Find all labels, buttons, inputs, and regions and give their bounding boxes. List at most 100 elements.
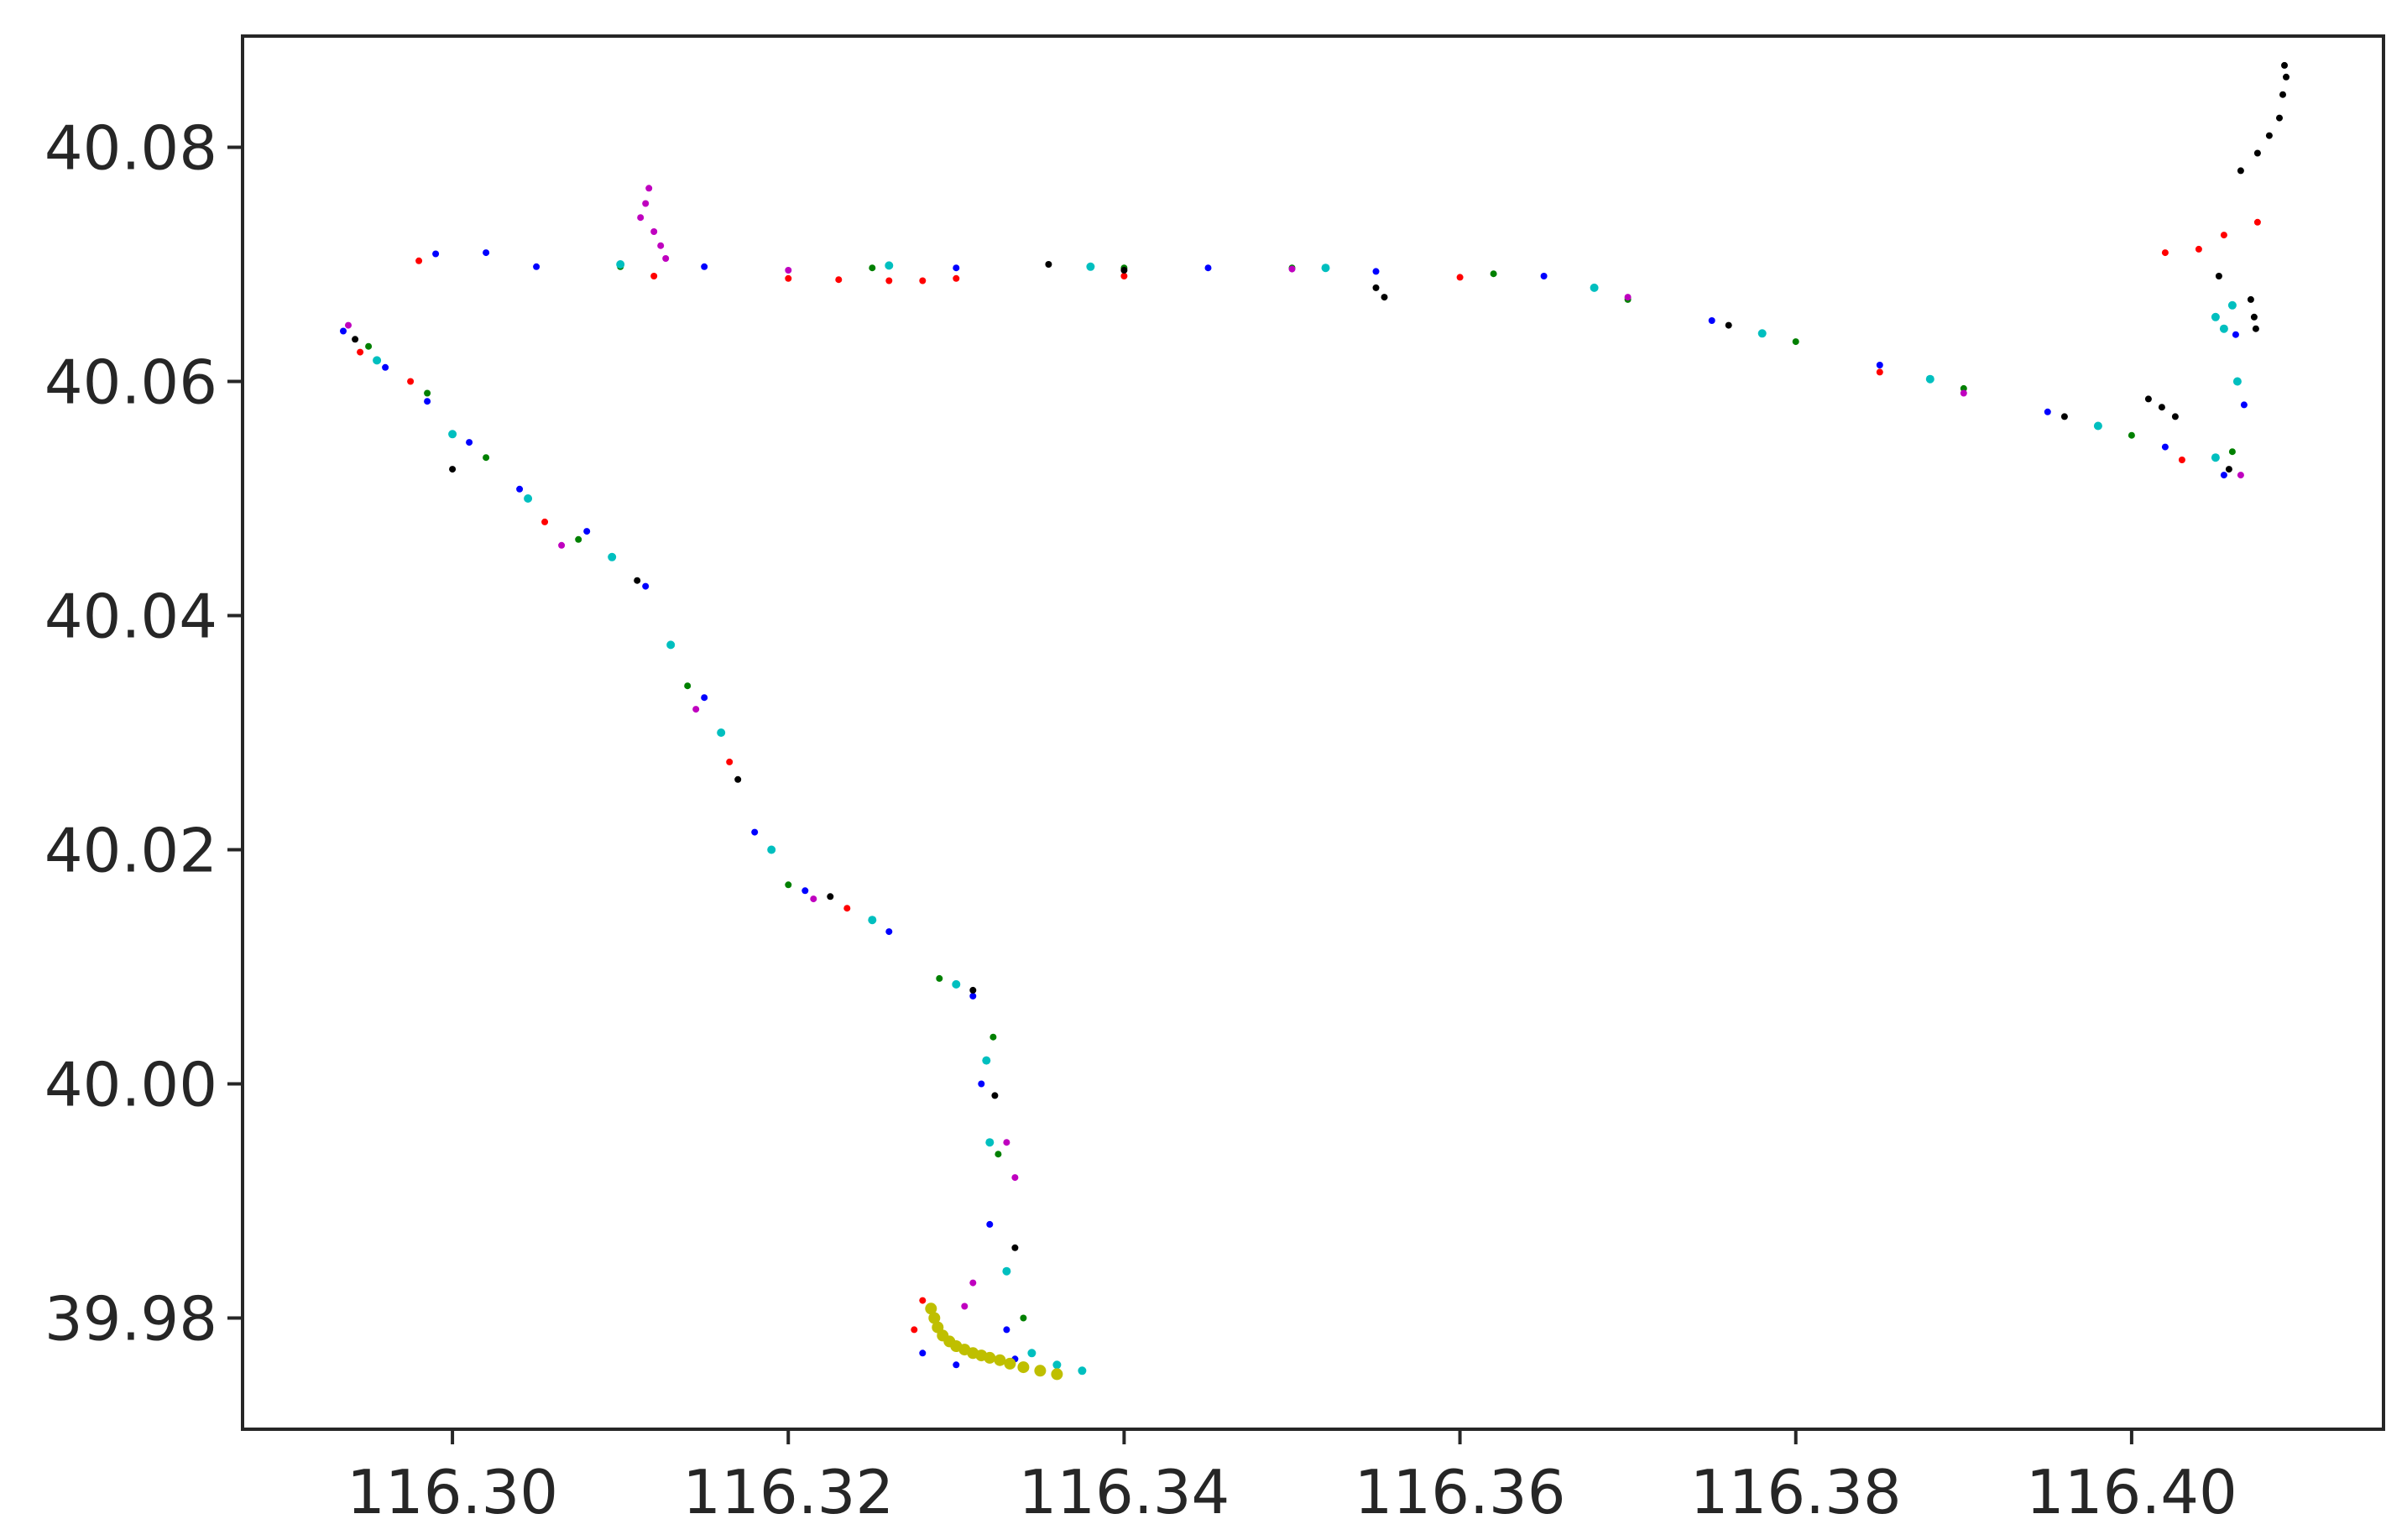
- data-point: [911, 1326, 918, 1334]
- data-point: [634, 577, 641, 584]
- data-point: [1372, 284, 1380, 291]
- data-point: [701, 263, 708, 270]
- data-point: [2252, 325, 2259, 332]
- data-point: [767, 845, 776, 854]
- data-point: [810, 895, 817, 903]
- data-point: [984, 1351, 996, 1364]
- data-point: [925, 1302, 937, 1315]
- data-point: [885, 277, 893, 285]
- data-point: [801, 887, 809, 895]
- y-tick-label: 40.02: [44, 815, 217, 885]
- data-point: [1624, 294, 1632, 301]
- series-6: [352, 61, 2290, 1251]
- data-point: [1002, 1266, 1011, 1276]
- data-point: [1011, 1244, 1019, 1251]
- data-point: [835, 276, 843, 284]
- data-point: [1960, 389, 1967, 397]
- y-tick-label: 39.98: [44, 1283, 217, 1354]
- data-point: [541, 518, 549, 525]
- data-point: [985, 1138, 995, 1147]
- data-point: [1051, 1368, 1063, 1381]
- data-point: [616, 260, 625, 269]
- data-point: [1725, 321, 1732, 329]
- data-point: [2128, 431, 2135, 439]
- data-point: [868, 916, 877, 925]
- points-layer: [340, 61, 2290, 1381]
- data-point: [978, 1080, 985, 1088]
- data-point: [2253, 218, 2261, 226]
- series-5: [925, 1302, 1063, 1381]
- data-point: [885, 928, 893, 936]
- data-point: [533, 263, 540, 270]
- data-point: [415, 257, 423, 264]
- data-point: [2227, 300, 2237, 310]
- data-point: [2237, 472, 2244, 479]
- x-tick-label: 116.38: [1690, 1457, 1902, 1527]
- data-point: [969, 986, 977, 994]
- data-point: [466, 439, 473, 446]
- data-point: [2247, 295, 2254, 303]
- data-point: [785, 274, 792, 282]
- data-point: [432, 250, 440, 258]
- data-point: [2232, 331, 2239, 338]
- data-point: [928, 1312, 941, 1324]
- data-point: [2265, 132, 2273, 139]
- data-point: [1590, 283, 1599, 292]
- data-point: [1792, 338, 1799, 346]
- data-point: [2171, 413, 2179, 420]
- data-point: [2253, 149, 2261, 157]
- series-0: [340, 249, 2248, 1369]
- data-point: [645, 185, 653, 192]
- data-point: [2283, 73, 2290, 81]
- y-axis: 39.98 40.00 40.02 40.04 40.06 40.08: [44, 113, 243, 1354]
- plot-frame: [241, 34, 2385, 1431]
- data-point: [424, 398, 431, 405]
- data-point: [692, 706, 700, 713]
- data-point: [2178, 457, 2185, 463]
- series-3: [373, 260, 2242, 1376]
- data-point: [2144, 395, 2152, 403]
- data-point: [982, 1056, 991, 1065]
- data-point: [524, 494, 533, 503]
- data-point: [637, 214, 645, 222]
- x-tick-label: 116.32: [682, 1457, 894, 1527]
- data-point: [483, 249, 490, 257]
- data-point: [953, 274, 960, 282]
- data-point: [642, 582, 650, 590]
- data-point: [2211, 453, 2220, 462]
- data-point: [2220, 472, 2227, 479]
- data-point: [575, 535, 582, 543]
- data-point: [1120, 267, 1128, 274]
- data-point: [936, 974, 943, 982]
- data-point: [2093, 421, 2102, 431]
- data-point: [1960, 384, 1967, 392]
- data-point: [2161, 249, 2169, 257]
- data-point: [1876, 362, 1883, 368]
- data-point: [448, 430, 457, 439]
- x-tick-label: 116.34: [1018, 1457, 1230, 1527]
- x-axis: 116.30 116.32 116.34 116.36 116.38 116.40: [347, 1429, 2237, 1527]
- data-point: [2279, 91, 2286, 98]
- data-point: [2060, 413, 2068, 420]
- data-point: [919, 1297, 927, 1304]
- data-point: [1757, 329, 1767, 338]
- data-point: [1925, 374, 1934, 384]
- data-point: [919, 277, 927, 285]
- data-point: [1120, 273, 1128, 279]
- data-point: [1020, 1314, 1027, 1322]
- x-tick-label: 116.30: [347, 1457, 558, 1527]
- data-point: [1052, 1360, 1062, 1370]
- data-point: [1456, 274, 1464, 281]
- data-point: [352, 336, 359, 343]
- y-tick-label: 40.00: [44, 1049, 217, 1120]
- data-point: [885, 261, 894, 270]
- data-point: [2225, 466, 2232, 473]
- data-point: [969, 1279, 977, 1287]
- data-point: [382, 363, 389, 371]
- data-point: [2215, 273, 2222, 279]
- data-point: [1086, 262, 1095, 271]
- data-point: [991, 1092, 999, 1099]
- data-point: [2281, 61, 2288, 69]
- data-point: [373, 356, 382, 365]
- data-point: [2158, 404, 2165, 411]
